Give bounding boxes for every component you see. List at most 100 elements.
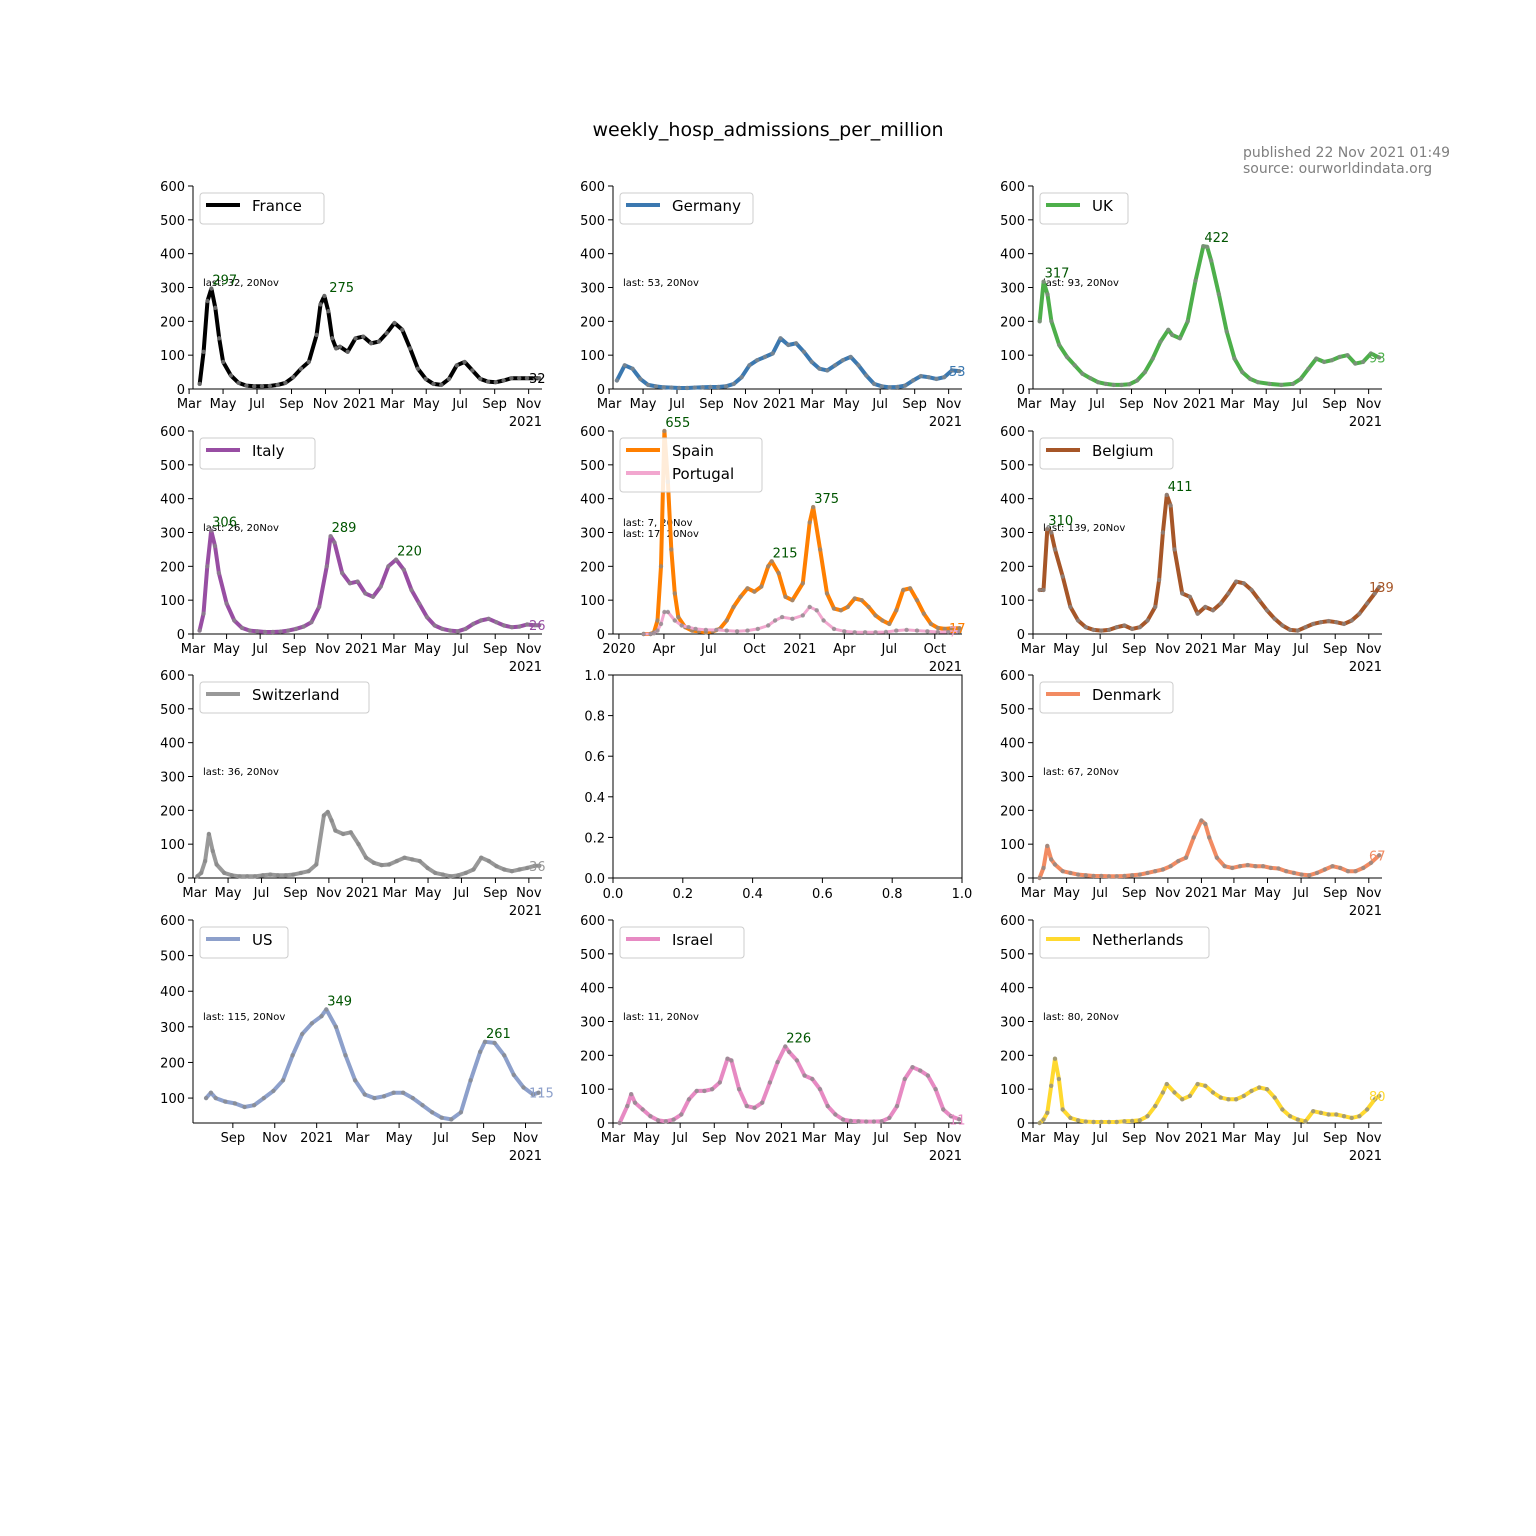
y-tick-label: 0 bbox=[177, 628, 185, 643]
data-point bbox=[731, 381, 736, 387]
data-point bbox=[205, 564, 210, 569]
y-tick-label: 600 bbox=[160, 669, 185, 684]
data-point bbox=[1218, 601, 1223, 606]
data-point bbox=[1177, 336, 1183, 341]
data-point bbox=[935, 625, 940, 631]
data-point bbox=[328, 534, 333, 539]
data-point bbox=[1284, 869, 1289, 874]
x-offset-label: 2021 bbox=[1349, 1149, 1382, 1164]
x-tick-label: Nov bbox=[936, 397, 962, 412]
data-point bbox=[783, 1044, 788, 1049]
data-point bbox=[648, 631, 653, 637]
data-point bbox=[1103, 381, 1109, 387]
y-tick-label: 600 bbox=[1000, 180, 1025, 195]
data-point bbox=[255, 629, 260, 634]
data-point bbox=[1326, 1112, 1331, 1117]
data-point bbox=[614, 378, 620, 383]
data-point bbox=[1052, 547, 1058, 552]
x-offset-label: 2021 bbox=[509, 415, 542, 430]
data-point bbox=[759, 584, 764, 589]
series-line-uk bbox=[1037, 244, 1382, 387]
y-tick-label: 0 bbox=[1017, 1117, 1025, 1132]
legend-label: Denmark bbox=[1092, 686, 1161, 704]
data-point bbox=[1068, 870, 1073, 876]
data-point bbox=[353, 336, 358, 341]
data-point bbox=[709, 1087, 715, 1092]
data-point bbox=[376, 339, 382, 344]
data-point bbox=[1106, 874, 1112, 879]
data-point bbox=[455, 629, 460, 634]
data-point bbox=[1311, 1109, 1316, 1114]
data-point bbox=[957, 1117, 962, 1122]
x-tick-label: Jul bbox=[880, 642, 897, 657]
data-point bbox=[532, 863, 538, 868]
data-point bbox=[1072, 363, 1077, 368]
data-point bbox=[910, 1065, 915, 1070]
data-point bbox=[1099, 628, 1104, 633]
x-tick-label: Mar bbox=[601, 1131, 626, 1146]
x-tick-label: Mar bbox=[1222, 886, 1247, 901]
data-point bbox=[840, 1117, 846, 1122]
data-point bbox=[1377, 1093, 1382, 1099]
y-tick-label: 600 bbox=[1000, 669, 1025, 684]
data-point bbox=[352, 1078, 358, 1083]
x-tick-label: Jul bbox=[248, 397, 265, 412]
data-point bbox=[770, 351, 775, 356]
data-point bbox=[1334, 1112, 1339, 1117]
y-tick-label: 0 bbox=[597, 628, 605, 643]
end-value-label: 67 bbox=[1369, 849, 1386, 864]
x-tick-label: 2021 bbox=[1185, 1131, 1218, 1146]
data-point bbox=[1129, 626, 1135, 632]
data-point bbox=[1111, 382, 1116, 388]
data-point bbox=[203, 1095, 209, 1101]
data-point bbox=[934, 376, 939, 382]
data-point bbox=[509, 376, 514, 381]
data-point bbox=[1349, 618, 1354, 623]
x-tick-label: Jul bbox=[253, 886, 270, 901]
y-tick-label: 300 bbox=[580, 1016, 605, 1031]
data-point bbox=[1166, 327, 1171, 332]
y-tick-label: 300 bbox=[580, 527, 605, 542]
last-value-note: last: 139, 20Nov bbox=[1043, 523, 1125, 534]
legend-label: Germany bbox=[672, 197, 741, 215]
data-point bbox=[1361, 865, 1366, 871]
x-tick-label: Sep bbox=[483, 642, 508, 657]
y-tick-label: 300 bbox=[580, 282, 605, 297]
data-point bbox=[1299, 872, 1304, 877]
data-point bbox=[431, 381, 436, 387]
x-offset-label: 2021 bbox=[929, 1149, 962, 1164]
data-point bbox=[942, 375, 947, 380]
end-value-label: 53 bbox=[949, 365, 966, 380]
x-tick-label: May bbox=[413, 397, 440, 412]
data-point bbox=[407, 346, 413, 351]
data-point bbox=[1129, 873, 1135, 878]
data-point bbox=[381, 1094, 387, 1099]
data-point bbox=[410, 1095, 415, 1101]
x-tick-label: May bbox=[630, 397, 657, 412]
data-point bbox=[1364, 601, 1370, 606]
data-point bbox=[1372, 591, 1378, 596]
data-point bbox=[270, 629, 275, 635]
data-point bbox=[655, 618, 660, 623]
x-tick-label: 2021 bbox=[346, 886, 379, 901]
data-point bbox=[1353, 361, 1358, 366]
y-tick-label: 100 bbox=[160, 838, 185, 853]
data-point bbox=[1083, 625, 1089, 630]
x-tick-label: Sep bbox=[471, 1131, 496, 1146]
data-point bbox=[658, 621, 664, 627]
subplot-empty: 0.0 0.2 0.4 0.6 0.8 1.0 0.0 0.2 0.4 0.6 0.8 1.0 bbox=[584, 669, 972, 902]
data-point bbox=[1185, 319, 1190, 324]
x-offset-label: 2021 bbox=[929, 660, 962, 675]
x-tick-label: May bbox=[1253, 397, 1280, 412]
data-point bbox=[209, 528, 214, 533]
x-tick-label: 2021 bbox=[1185, 886, 1218, 901]
data-point bbox=[210, 848, 215, 854]
data-point bbox=[672, 618, 677, 623]
data-point bbox=[864, 1119, 869, 1124]
x-tick-label: 2021 bbox=[765, 1131, 798, 1146]
data-point bbox=[1091, 627, 1096, 633]
data-point bbox=[537, 863, 542, 868]
data-point bbox=[440, 626, 445, 632]
data-point bbox=[1264, 1087, 1270, 1092]
data-point bbox=[809, 359, 814, 365]
